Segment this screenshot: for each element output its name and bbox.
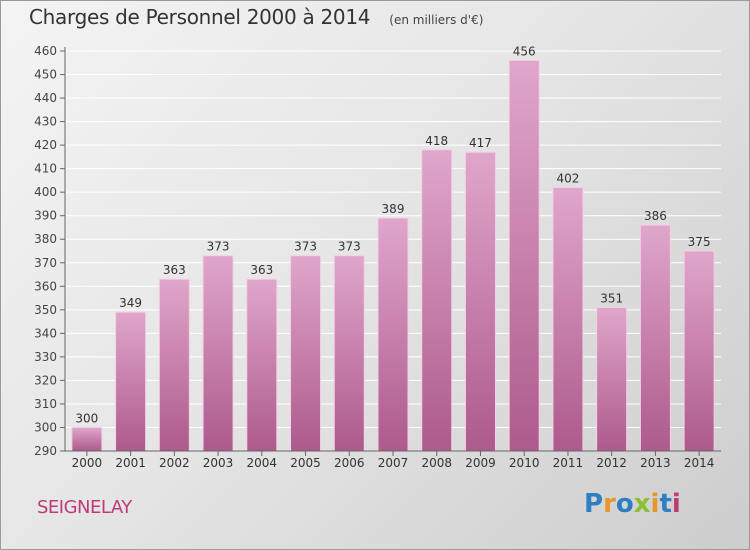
x-tick-label: 2000 bbox=[72, 456, 103, 470]
bar-group bbox=[421, 149, 453, 452]
x-tick-label: 2012 bbox=[596, 456, 627, 470]
x-tick-label: 2001 bbox=[115, 456, 146, 470]
y-tick-label: 380 bbox=[34, 232, 57, 246]
y-tick-label: 360 bbox=[34, 279, 57, 293]
bar-value-label: 373 bbox=[294, 240, 317, 254]
bar-value-label: 386 bbox=[644, 209, 667, 223]
bar-value-label: 402 bbox=[556, 171, 579, 185]
y-tick-label: 350 bbox=[34, 303, 57, 317]
x-tick-label: 2002 bbox=[159, 456, 190, 470]
y-tick-label: 400 bbox=[34, 185, 57, 199]
bar bbox=[464, 151, 496, 452]
bar-group bbox=[683, 250, 715, 452]
y-tick-label: 310 bbox=[34, 397, 57, 411]
bar-group bbox=[71, 426, 103, 452]
bar bbox=[683, 250, 715, 452]
x-tick-label: 2005 bbox=[290, 456, 321, 470]
town-name: SEIGNELAY bbox=[37, 497, 132, 518]
bar-group bbox=[377, 217, 409, 452]
x-tick-label: 2004 bbox=[247, 456, 278, 470]
y-tick-label: 320 bbox=[34, 373, 57, 387]
y-tick-label: 370 bbox=[34, 256, 57, 270]
bar-group bbox=[202, 255, 234, 452]
bar bbox=[115, 311, 147, 452]
bar bbox=[377, 217, 409, 452]
bar-value-label: 300 bbox=[75, 411, 98, 425]
bar bbox=[71, 426, 103, 452]
bar-group bbox=[508, 59, 540, 452]
y-tick-label: 390 bbox=[34, 209, 57, 223]
bar-value-label: 417 bbox=[469, 136, 492, 150]
y-tick-label: 450 bbox=[34, 68, 57, 82]
y-tick-label: 410 bbox=[34, 162, 57, 176]
y-tick-label: 440 bbox=[34, 91, 57, 105]
bar-value-label: 375 bbox=[688, 235, 711, 249]
x-tick-label: 2014 bbox=[684, 456, 715, 470]
bar-value-label: 373 bbox=[338, 240, 361, 254]
bar-group bbox=[290, 255, 322, 452]
bar-value-label: 349 bbox=[119, 296, 142, 310]
y-tick-label: 460 bbox=[34, 44, 57, 58]
bar-group bbox=[464, 151, 496, 452]
bar-group bbox=[596, 306, 628, 452]
bar bbox=[421, 149, 453, 452]
bar-group bbox=[158, 278, 190, 452]
bar-group bbox=[639, 224, 671, 452]
bar bbox=[333, 255, 365, 452]
bar bbox=[246, 278, 278, 452]
y-tick-label: 420 bbox=[34, 138, 57, 152]
bar-group bbox=[333, 255, 365, 452]
x-tick-label: 2009 bbox=[465, 456, 496, 470]
bar bbox=[508, 59, 540, 452]
chart-subtitle: (en milliers d'€) bbox=[389, 13, 484, 27]
title-row: Charges de Personnel 2000 à 2014 (en mil… bbox=[29, 5, 483, 29]
bar bbox=[202, 255, 234, 452]
bar-value-label: 418 bbox=[425, 134, 448, 148]
bar bbox=[596, 306, 628, 452]
y-tick-label: 330 bbox=[34, 350, 57, 364]
y-tick-label: 300 bbox=[34, 420, 57, 434]
y-tick-label: 430 bbox=[34, 115, 57, 129]
bar-value-label: 456 bbox=[513, 44, 536, 58]
bar-group bbox=[246, 278, 278, 452]
bar-value-label: 373 bbox=[207, 240, 230, 254]
y-tick-label: 340 bbox=[34, 326, 57, 340]
x-tick-label: 2008 bbox=[421, 456, 452, 470]
bar-group bbox=[115, 311, 147, 452]
x-tick-label: 2007 bbox=[378, 456, 409, 470]
x-tick-label: 2006 bbox=[334, 456, 365, 470]
bar-group bbox=[552, 186, 584, 452]
x-tick-label: 2013 bbox=[640, 456, 671, 470]
x-tick-label: 2011 bbox=[553, 456, 584, 470]
bar bbox=[290, 255, 322, 452]
bar-value-label: 351 bbox=[600, 291, 623, 305]
y-tick-label: 290 bbox=[34, 444, 57, 458]
proxiti-logo: Proxiti bbox=[584, 489, 681, 519]
x-tick-label: 2010 bbox=[509, 456, 540, 470]
chart-title: Charges de Personnel 2000 à 2014 bbox=[29, 5, 371, 29]
bar bbox=[639, 224, 671, 452]
bar bbox=[158, 278, 190, 452]
bar-value-label: 363 bbox=[250, 263, 273, 277]
bar-value-label: 389 bbox=[382, 202, 405, 216]
bar-value-label: 363 bbox=[163, 263, 186, 277]
bar bbox=[552, 186, 584, 452]
x-tick-label: 2003 bbox=[203, 456, 234, 470]
